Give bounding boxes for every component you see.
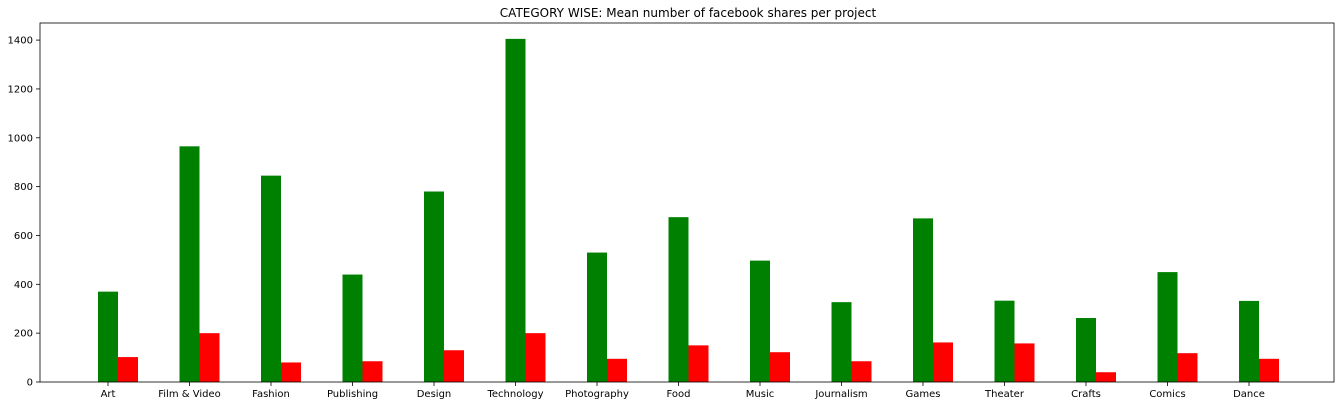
y-tick-label-6: 1200 [8, 84, 33, 95]
x-tick-label-13: Comics [1149, 389, 1185, 400]
y-tick-label-5: 1000 [8, 133, 33, 144]
x-tick-label-0: Art [101, 389, 116, 400]
bar-green-14 [1239, 300, 1259, 382]
bar-green-4 [424, 191, 444, 382]
y-tick-label-7: 1400 [8, 36, 33, 47]
x-tick-label-2: Fashion [252, 389, 290, 400]
x-tick-label-6: Photography [565, 389, 629, 400]
bar-green-12 [1076, 318, 1096, 382]
bar-red-12 [1096, 372, 1116, 382]
x-tick-label-8: Music [746, 389, 774, 400]
plot-area: 0 200 400 600 800 1000 1200 1400 Art Film & Video… [8, 22, 1335, 400]
bar-green-10 [913, 218, 933, 382]
x-tick-label-10: Games [906, 389, 941, 400]
bar-green-3 [342, 274, 363, 382]
bar-green-5 [505, 38, 526, 383]
bar-red-1 [199, 333, 220, 382]
bar-red-0 [118, 357, 138, 382]
y-tick-label-0: 0 [27, 378, 33, 389]
x-tick-label-4: Design [417, 389, 452, 400]
bar-green-9 [831, 302, 852, 382]
bar-green-6 [587, 252, 607, 382]
y-tick-label-3: 600 [14, 231, 33, 242]
bar-red-11 [1014, 343, 1035, 382]
x-tick-label-5: Technology [486, 389, 543, 400]
x-tick-label-7: Food [667, 389, 691, 400]
y-tick-label-2: 400 [14, 280, 33, 291]
x-tick-label-3: Publishing [327, 389, 378, 400]
bar-red-4 [444, 350, 464, 382]
bar-red-2 [281, 362, 301, 382]
x-tick-label-11: Theater [984, 389, 1025, 400]
bar-green-7 [668, 217, 689, 382]
axes-frame [39, 22, 1335, 383]
x-tick-label-12: Crafts [1071, 389, 1101, 400]
bar-red-3 [362, 361, 383, 382]
bar-green-0 [98, 291, 118, 382]
bar-red-9 [851, 361, 872, 382]
bar-red-10 [933, 342, 953, 382]
bar-red-13 [1177, 353, 1198, 382]
bar-red-5 [525, 333, 546, 382]
x-tick-label-9: Journalism [814, 389, 867, 400]
bar-red-7 [688, 345, 709, 382]
x-tick-label-1: Film & Video [158, 389, 221, 400]
y-tick-label-1: 200 [14, 329, 33, 340]
bar-green-11 [994, 300, 1015, 382]
chart-title: CATEGORY WISE: Mean number of facebook s… [500, 6, 877, 20]
bar-green-1 [179, 146, 200, 382]
bar-green-8 [750, 260, 770, 382]
bar-red-6 [607, 358, 627, 382]
bar-red-14 [1259, 358, 1279, 382]
y-tick-label-4: 800 [14, 182, 33, 193]
bar-green-13 [1157, 272, 1178, 382]
bar-red-8 [770, 352, 790, 382]
x-tick-label-14: Dance [1233, 389, 1265, 400]
bar-green-2 [261, 175, 281, 382]
